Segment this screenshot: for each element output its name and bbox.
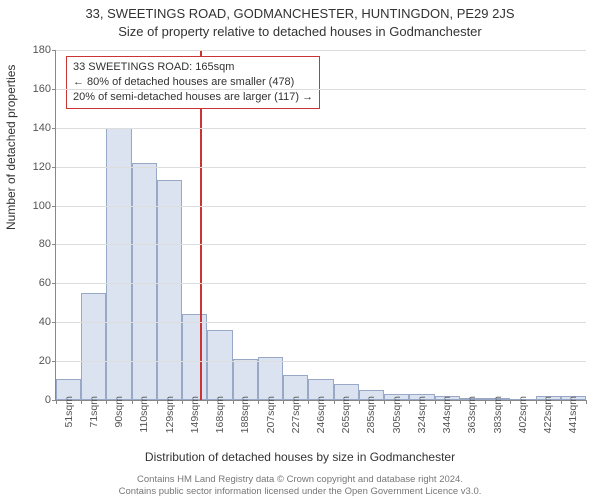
xtick-label: 441sqm bbox=[567, 396, 579, 433]
bar bbox=[157, 180, 182, 400]
gridline bbox=[56, 206, 586, 207]
xtick-mark bbox=[384, 400, 385, 404]
gridline bbox=[56, 283, 586, 284]
ytick-label: 180 bbox=[21, 44, 51, 56]
xtick-mark bbox=[56, 400, 57, 404]
xtick-label: 168sqm bbox=[214, 396, 226, 433]
xtick-label: 129sqm bbox=[164, 396, 176, 433]
gridline bbox=[56, 128, 586, 129]
ytick-label: 80 bbox=[21, 238, 51, 250]
xtick-mark bbox=[536, 400, 537, 404]
xtick-label: 324sqm bbox=[416, 396, 428, 433]
xtick-label: 246sqm bbox=[315, 396, 327, 433]
xtick-label: 363sqm bbox=[466, 396, 478, 433]
title-subtitle: Size of property relative to detached ho… bbox=[0, 24, 600, 39]
footer-credits: Contains HM Land Registry data © Crown c… bbox=[0, 474, 600, 498]
xtick-label: 383sqm bbox=[492, 396, 504, 433]
xtick-mark bbox=[586, 400, 587, 404]
xtick-mark bbox=[485, 400, 486, 404]
ytick-label: 120 bbox=[21, 161, 51, 173]
gridline bbox=[56, 361, 586, 362]
xtick-mark bbox=[258, 400, 259, 404]
bar bbox=[207, 330, 232, 400]
ytick-label: 100 bbox=[21, 200, 51, 212]
xtick-mark bbox=[81, 400, 82, 404]
gridline bbox=[56, 167, 586, 168]
xtick-label: 207sqm bbox=[265, 396, 277, 433]
xtick-label: 51sqm bbox=[63, 396, 75, 428]
xtick-mark bbox=[283, 400, 284, 404]
xtick-mark bbox=[561, 400, 562, 404]
bar bbox=[132, 163, 157, 400]
xtick-mark bbox=[510, 400, 511, 404]
bar bbox=[182, 314, 207, 400]
bar bbox=[81, 293, 106, 400]
xtick-label: 265sqm bbox=[340, 396, 352, 433]
xtick-label: 305sqm bbox=[391, 396, 403, 433]
bar bbox=[106, 128, 131, 400]
x-axis-label: Distribution of detached houses by size … bbox=[0, 450, 600, 464]
ytick-mark bbox=[52, 89, 56, 90]
bar bbox=[233, 359, 258, 400]
ytick-label: 40 bbox=[21, 316, 51, 328]
bar bbox=[258, 357, 283, 400]
annotation-line2: ← 80% of detached houses are smaller (47… bbox=[73, 75, 313, 90]
xtick-mark bbox=[132, 400, 133, 404]
xtick-mark bbox=[308, 400, 309, 404]
gridline bbox=[56, 244, 586, 245]
xtick-label: 402sqm bbox=[517, 396, 529, 433]
gridline bbox=[56, 89, 586, 90]
ytick-mark bbox=[52, 128, 56, 129]
xtick-mark bbox=[409, 400, 410, 404]
ytick-label: 0 bbox=[21, 394, 51, 406]
xtick-label: 227sqm bbox=[290, 396, 302, 433]
xtick-label: 71sqm bbox=[88, 396, 100, 428]
ytick-label: 160 bbox=[21, 83, 51, 95]
chart-container: 33, SWEETINGS ROAD, GODMANCHESTER, HUNTI… bbox=[0, 0, 600, 500]
ytick-mark bbox=[52, 244, 56, 245]
ytick-mark bbox=[52, 322, 56, 323]
plot-area: 33 SWEETINGS ROAD: 165sqm ← 80% of detac… bbox=[55, 50, 586, 401]
annotation-line3: 20% of semi-detached houses are larger (… bbox=[73, 90, 313, 105]
xtick-mark bbox=[359, 400, 360, 404]
xtick-label: 90sqm bbox=[113, 396, 125, 428]
ytick-mark bbox=[52, 206, 56, 207]
xtick-mark bbox=[233, 400, 234, 404]
xtick-label: 422sqm bbox=[542, 396, 554, 433]
gridline bbox=[56, 322, 586, 323]
xtick-mark bbox=[435, 400, 436, 404]
xtick-mark bbox=[334, 400, 335, 404]
ytick-label: 20 bbox=[21, 355, 51, 367]
xtick-mark bbox=[182, 400, 183, 404]
xtick-label: 149sqm bbox=[189, 396, 201, 433]
ytick-mark bbox=[52, 283, 56, 284]
ytick-mark bbox=[52, 50, 56, 51]
xtick-mark bbox=[157, 400, 158, 404]
xtick-mark bbox=[460, 400, 461, 404]
ytick-mark bbox=[52, 361, 56, 362]
ytick-label: 140 bbox=[21, 122, 51, 134]
footer-line1: Contains HM Land Registry data © Crown c… bbox=[0, 474, 600, 486]
xtick-mark bbox=[106, 400, 107, 404]
ytick-mark bbox=[52, 167, 56, 168]
ytick-label: 60 bbox=[21, 277, 51, 289]
y-axis-label: Number of detached properties bbox=[4, 65, 18, 230]
xtick-mark bbox=[207, 400, 208, 404]
footer-line2: Contains public sector information licen… bbox=[0, 486, 600, 498]
annotation-line1: 33 SWEETINGS ROAD: 165sqm bbox=[73, 60, 313, 75]
xtick-label: 344sqm bbox=[441, 396, 453, 433]
title-address: 33, SWEETINGS ROAD, GODMANCHESTER, HUNTI… bbox=[0, 6, 600, 21]
xtick-label: 110sqm bbox=[138, 396, 150, 433]
xtick-label: 188sqm bbox=[239, 396, 251, 433]
xtick-label: 285sqm bbox=[365, 396, 377, 433]
annotation-box: 33 SWEETINGS ROAD: 165sqm ← 80% of detac… bbox=[66, 56, 320, 109]
gridline bbox=[56, 50, 586, 51]
